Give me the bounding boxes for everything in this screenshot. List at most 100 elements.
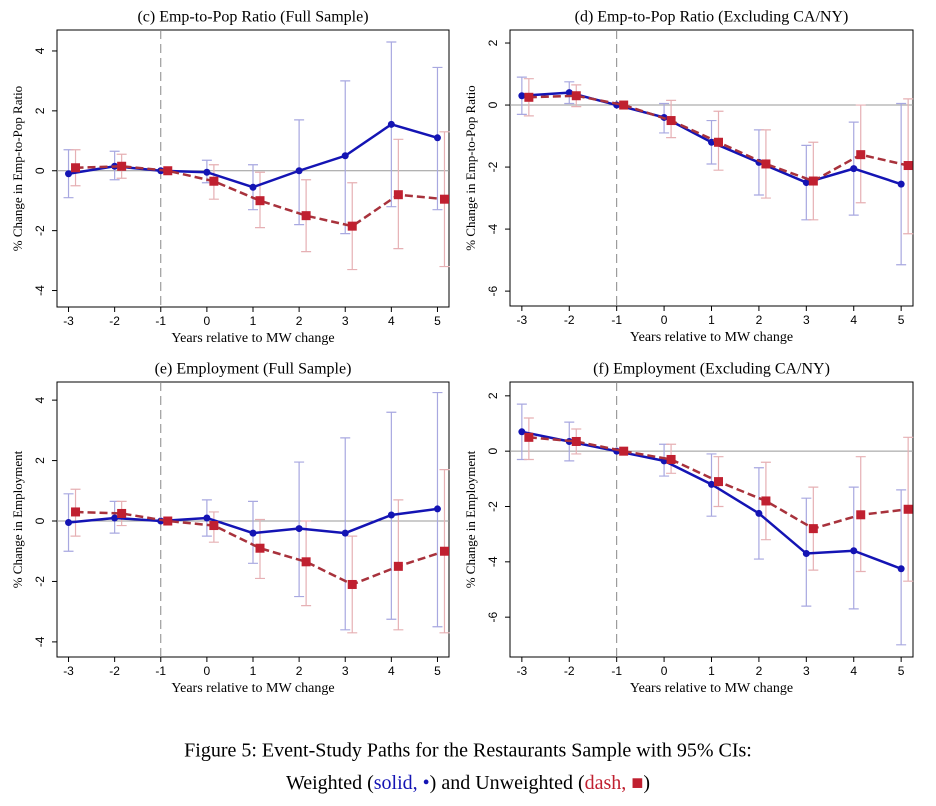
x-tick-label: 3 <box>803 664 810 678</box>
marker <box>808 524 818 534</box>
x-axis-label: Years relative to MW change <box>630 330 793 345</box>
x-tick-label: -2 <box>564 313 575 327</box>
x-tick-label: -3 <box>63 664 74 678</box>
marker <box>341 152 349 160</box>
marker <box>203 514 211 522</box>
y-tick-label: 0 <box>486 101 500 108</box>
marker <box>761 496 771 506</box>
marker <box>524 432 534 442</box>
y-tick-label: 0 <box>486 448 500 455</box>
y-axis-label: % Change in Emp-to-Pop Ratio <box>10 86 25 251</box>
x-tick-label: 0 <box>661 313 668 327</box>
x-tick-label: -1 <box>155 664 166 678</box>
marker <box>571 91 581 101</box>
x-tick-label: 5 <box>434 664 441 678</box>
marker <box>439 194 449 204</box>
series-line <box>75 510 445 586</box>
marker <box>518 92 526 100</box>
marker <box>903 504 913 514</box>
y-tick-label: 2 <box>486 392 500 399</box>
x-tick-label: 1 <box>250 314 257 328</box>
x-tick-label: 3 <box>803 313 810 327</box>
marker <box>808 176 818 186</box>
marker <box>903 161 913 171</box>
marker <box>802 179 810 187</box>
y-tick-label: -2 <box>33 576 47 587</box>
y-tick-label: -4 <box>33 636 47 647</box>
marker <box>850 547 858 555</box>
x-tick-label: -2 <box>109 664 120 678</box>
y-tick-label: -6 <box>486 612 500 623</box>
x-tick-label: 4 <box>388 664 395 678</box>
x-tick-label: 4 <box>850 664 857 678</box>
marker <box>619 446 629 456</box>
x-tick-label: 0 <box>204 314 211 328</box>
caption-part: solid, • <box>374 772 430 794</box>
x-tick-label: 3 <box>342 314 349 328</box>
marker <box>301 211 311 221</box>
x-tick-label: 2 <box>296 314 303 328</box>
marker <box>295 525 303 533</box>
x-axis-label: Years relative to MW change <box>171 681 334 696</box>
panel-title: (d) Emp-to-Pop Ratio (Excluding CA/NY) <box>575 9 849 26</box>
x-tick-label: -1 <box>155 314 166 328</box>
marker <box>714 137 723 147</box>
y-tick-label: -2 <box>486 161 500 172</box>
plot-frame <box>509 381 914 658</box>
x-tick-label: 1 <box>250 664 257 678</box>
x-tick-label: -2 <box>109 314 120 328</box>
marker <box>393 190 403 200</box>
y-tick-label: 2 <box>33 107 47 114</box>
y-tick-label: 0 <box>33 167 47 174</box>
marker <box>802 550 810 558</box>
x-tick-label: 2 <box>756 313 763 327</box>
x-tick-label: 2 <box>756 664 763 678</box>
marker <box>117 161 127 171</box>
marker <box>71 163 81 173</box>
marker <box>433 505 441 513</box>
marker <box>897 565 905 573</box>
y-tick-label: -4 <box>486 556 500 567</box>
y-axis-label: % Change in Employment <box>463 450 478 588</box>
y-tick-label: 2 <box>486 39 500 46</box>
marker <box>714 477 723 487</box>
marker <box>565 89 573 97</box>
marker <box>897 180 905 188</box>
marker <box>341 529 349 537</box>
x-tick-label: -3 <box>517 313 528 327</box>
y-tick-label: -2 <box>486 501 500 512</box>
marker <box>347 221 357 231</box>
marker <box>761 159 771 169</box>
marker <box>571 436 581 446</box>
panel-title: (e) Employment (Full Sample) <box>155 361 352 378</box>
y-tick-label: -4 <box>486 223 500 234</box>
marker <box>433 134 441 142</box>
marker <box>203 168 211 176</box>
x-tick-label: -3 <box>63 314 74 328</box>
x-tick-label: -1 <box>611 664 622 678</box>
marker <box>301 557 311 567</box>
x-tick-label: 3 <box>342 664 349 678</box>
marker <box>163 166 173 176</box>
x-tick-label: 1 <box>708 313 715 327</box>
marker <box>708 480 715 488</box>
marker <box>111 514 119 522</box>
y-tick-label: 4 <box>33 47 47 54</box>
caption-part: ) <box>643 772 650 794</box>
caption-part: dash, ■ <box>585 772 644 794</box>
caption-part: Weighted ( <box>286 772 374 794</box>
caption-line1: Figure 5: Event-Study Paths for the Rest… <box>184 740 752 762</box>
marker <box>65 170 73 178</box>
x-tick-label: 0 <box>661 664 668 678</box>
marker <box>295 167 303 175</box>
marker <box>666 116 676 126</box>
marker <box>249 183 257 191</box>
marker <box>249 529 257 537</box>
x-tick-label: 5 <box>898 313 905 327</box>
y-tick-label: -6 <box>486 285 500 296</box>
y-tick-label: -4 <box>33 285 47 296</box>
marker <box>209 176 219 186</box>
marker <box>65 519 73 527</box>
y-tick-label: -2 <box>33 225 47 236</box>
